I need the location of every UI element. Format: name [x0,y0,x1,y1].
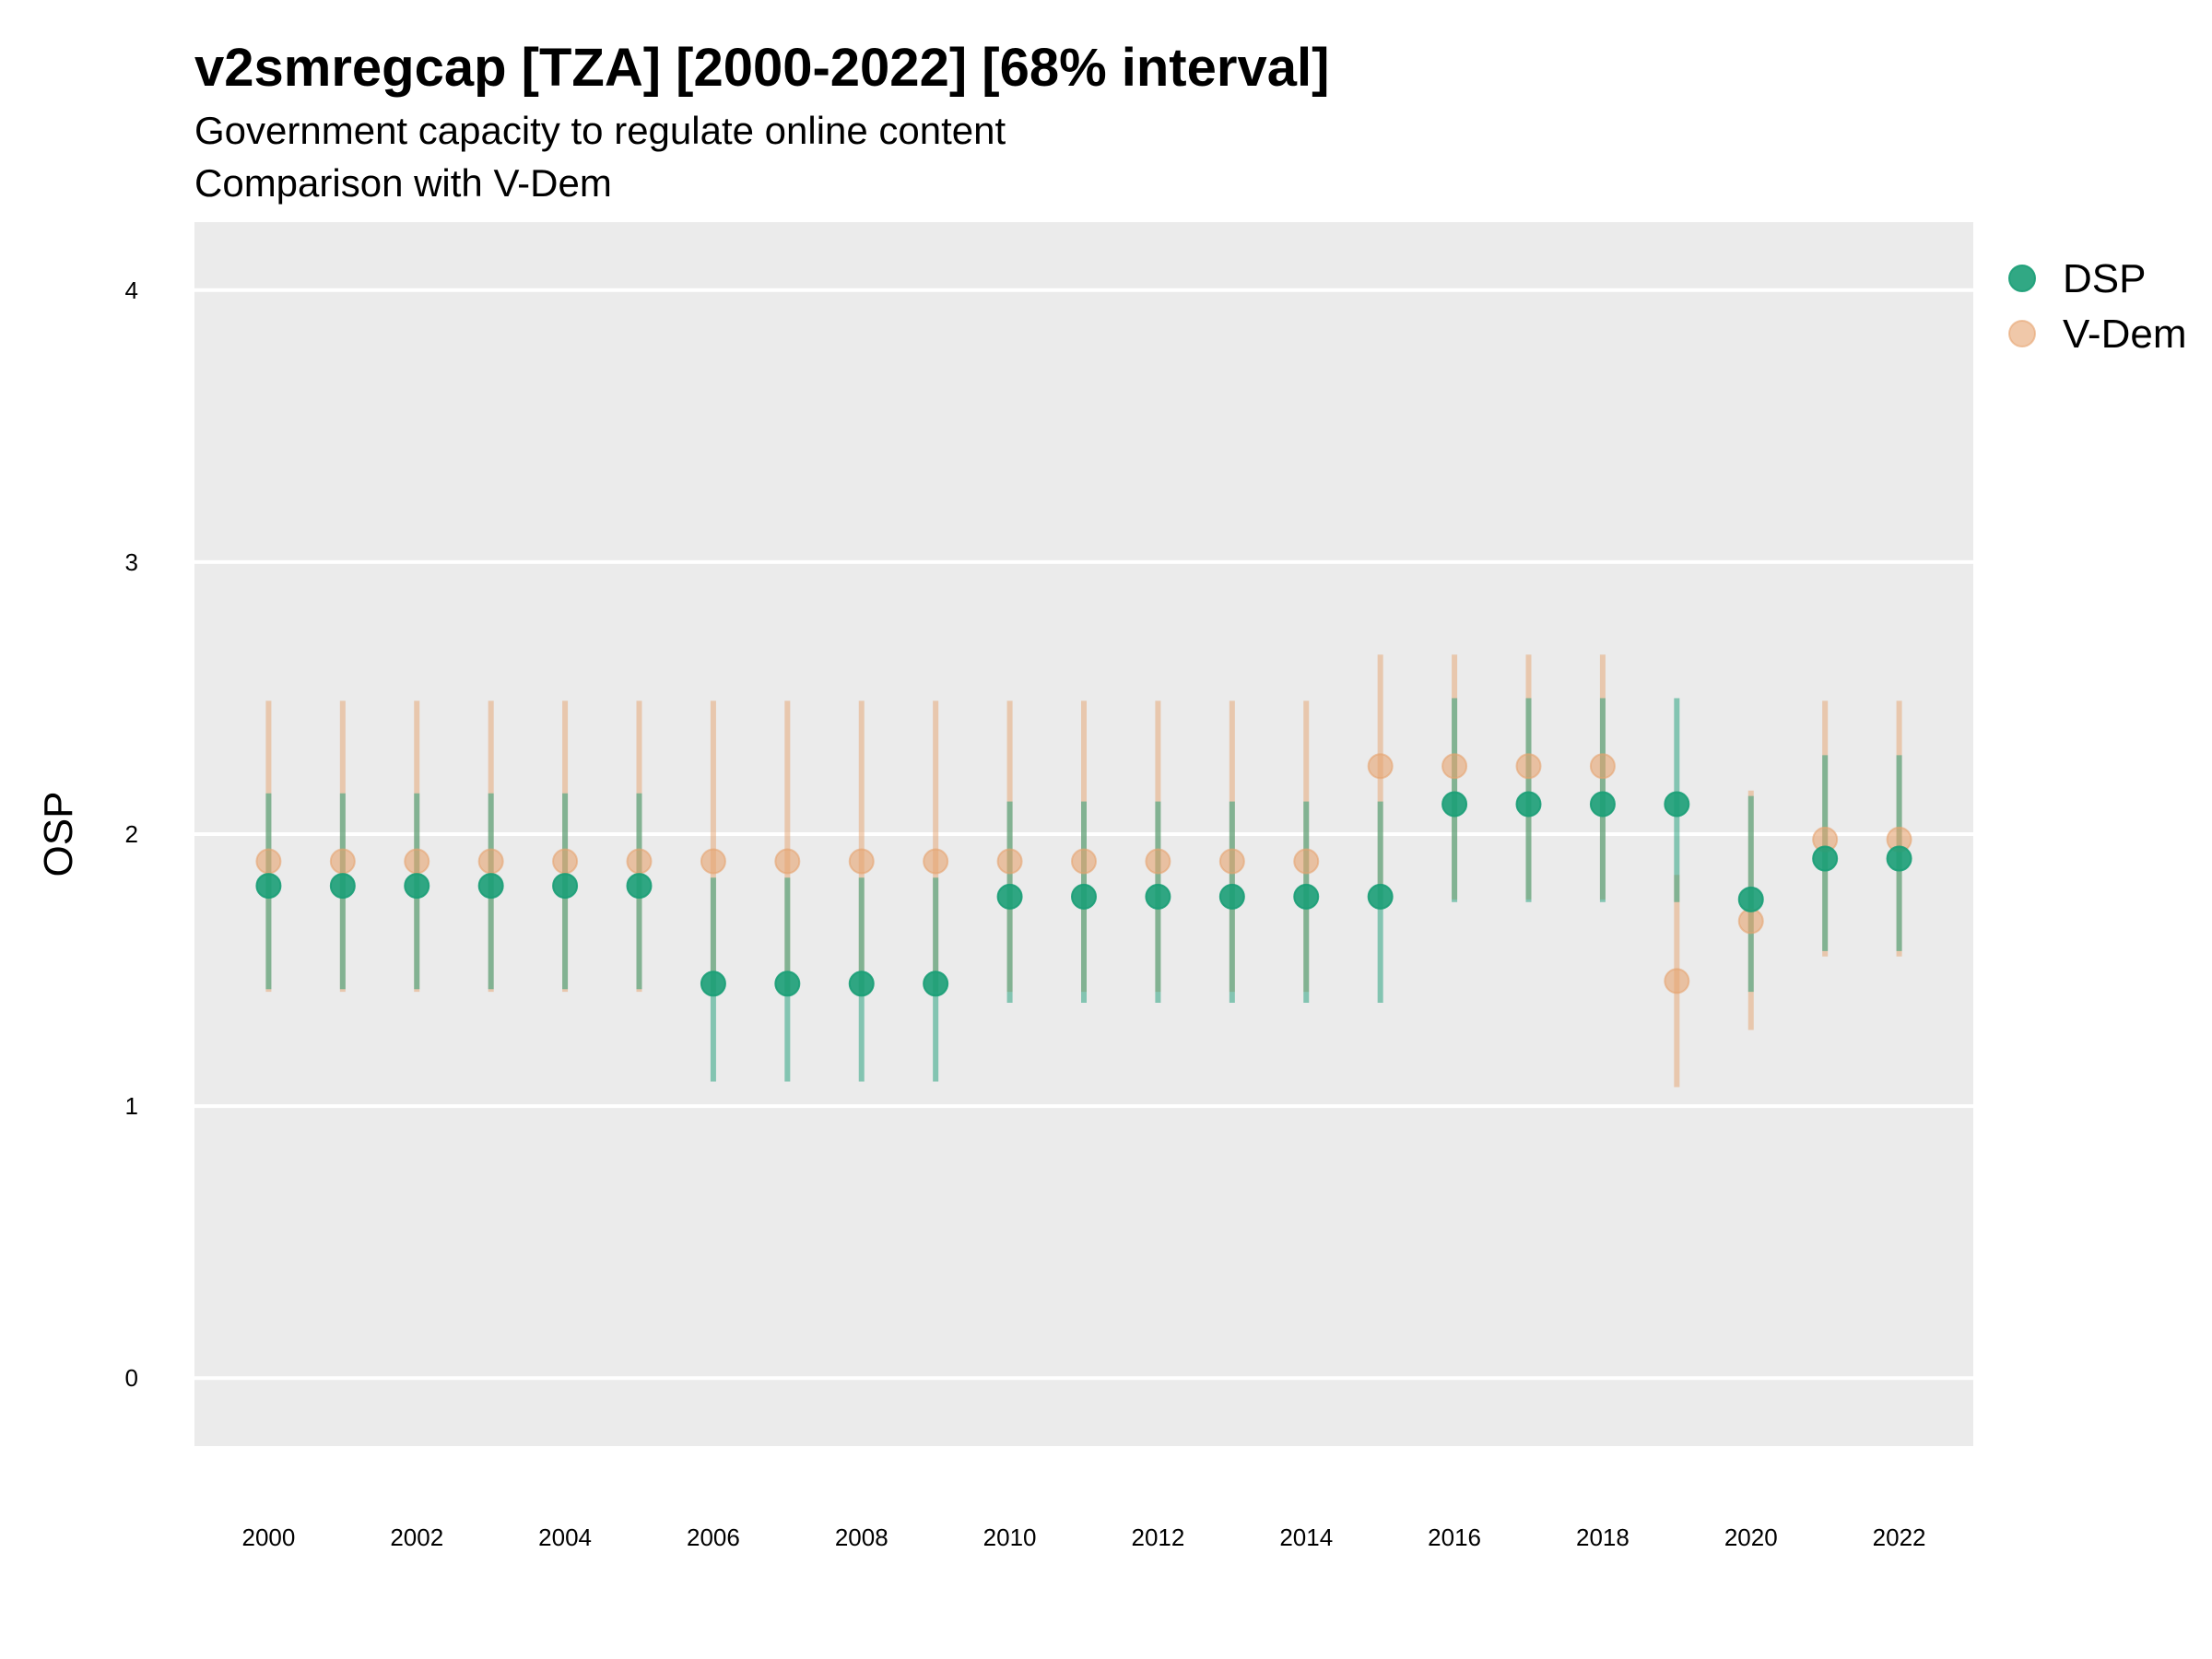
v-dem-point [1664,968,1690,994]
v-dem-point [1367,753,1394,780]
v-dem-point [477,848,504,875]
y-axis-label: OSP [36,792,81,877]
dsp-point [848,971,875,997]
dsp-point [1145,883,1171,910]
dsp-point [1367,883,1394,910]
dsp-point [774,971,801,997]
v-dem-point [1293,848,1320,875]
v-dem-point [774,848,801,875]
v-dem-point [255,848,282,875]
dsp-point [1515,791,1542,818]
x-tick-label: 2000 [241,1524,295,1551]
dsp-point [626,873,653,900]
x-tick-label: 2004 [538,1524,592,1551]
v-dem-point [329,848,356,875]
dsp-point [1441,791,1468,818]
v-dem-point [404,848,430,875]
dsp-point [923,971,949,997]
v-dem-point [626,848,653,875]
x-tick-label: 2016 [1428,1524,1481,1551]
dsp-point [477,873,504,900]
dsp-point [1071,883,1097,910]
v-dem-point [1145,848,1171,875]
legend-label: DSP [2063,256,2146,301]
chart-subtitle-line-1: Government capacity to regulate online c… [194,109,1006,152]
v-dem-point [1589,753,1616,780]
y-tick-label: 3 [125,548,138,576]
dsp-point [329,873,356,900]
dsp-point [1664,791,1690,818]
x-tick-label: 2022 [1873,1524,1926,1551]
data-points [255,753,1912,997]
dsp-point [700,971,726,997]
dsp-point [1293,883,1320,910]
x-tick-label: 2002 [390,1524,443,1551]
v-dem-point [1737,908,1764,935]
x-tick-label: 2020 [1724,1524,1778,1551]
v-dem-point [700,848,726,875]
dsp-point [1737,886,1764,912]
dsp-point [1589,791,1616,818]
y-tick-label: 4 [125,276,138,304]
legend-key-v-dem [2008,320,2036,347]
v-dem-point [552,848,579,875]
x-tick-labels: 2000 2002 2004 2006 2008 2010 2012 2014 2016 2018… [241,1524,1925,1551]
y-tick-label: 1 [125,1092,138,1120]
v-dem-point [1071,848,1097,875]
x-tick-label: 2006 [687,1524,740,1551]
v-dem-point [848,848,875,875]
y-tick-labels: 0 1 2 3 4 [125,276,138,1392]
dsp-point [552,873,579,900]
x-tick-label: 2018 [1576,1524,1630,1551]
legend-key-dsp [2008,265,2036,292]
v-dem-point [1218,848,1245,875]
legend: DSP V-Dem [2008,256,2186,357]
dsp-point [1812,845,1839,872]
dsp-point [255,873,282,900]
x-tick-label: 2012 [1131,1524,1184,1551]
y-tick-label: 2 [125,820,138,848]
dsp-point [1218,883,1245,910]
v-dem-point [1515,753,1542,780]
chart-subtitle-line-2: Comparison with V-Dem [194,161,612,205]
dsp-point [996,883,1023,910]
x-tick-label: 2010 [983,1524,1037,1551]
y-tick-label: 0 [125,1364,138,1392]
chart-title: v2smregcap [TZA] [2000-2022] [68% interv… [194,38,1330,98]
legend-label: V-Dem [2063,312,2186,357]
v-dem-point [996,848,1023,875]
v-dem-point [1441,753,1468,780]
x-tick-label: 2008 [835,1524,888,1551]
dsp-point [404,873,430,900]
dsp-point [1886,845,1912,872]
x-tick-label: 2014 [1279,1524,1333,1551]
v-dem-point [923,848,949,875]
